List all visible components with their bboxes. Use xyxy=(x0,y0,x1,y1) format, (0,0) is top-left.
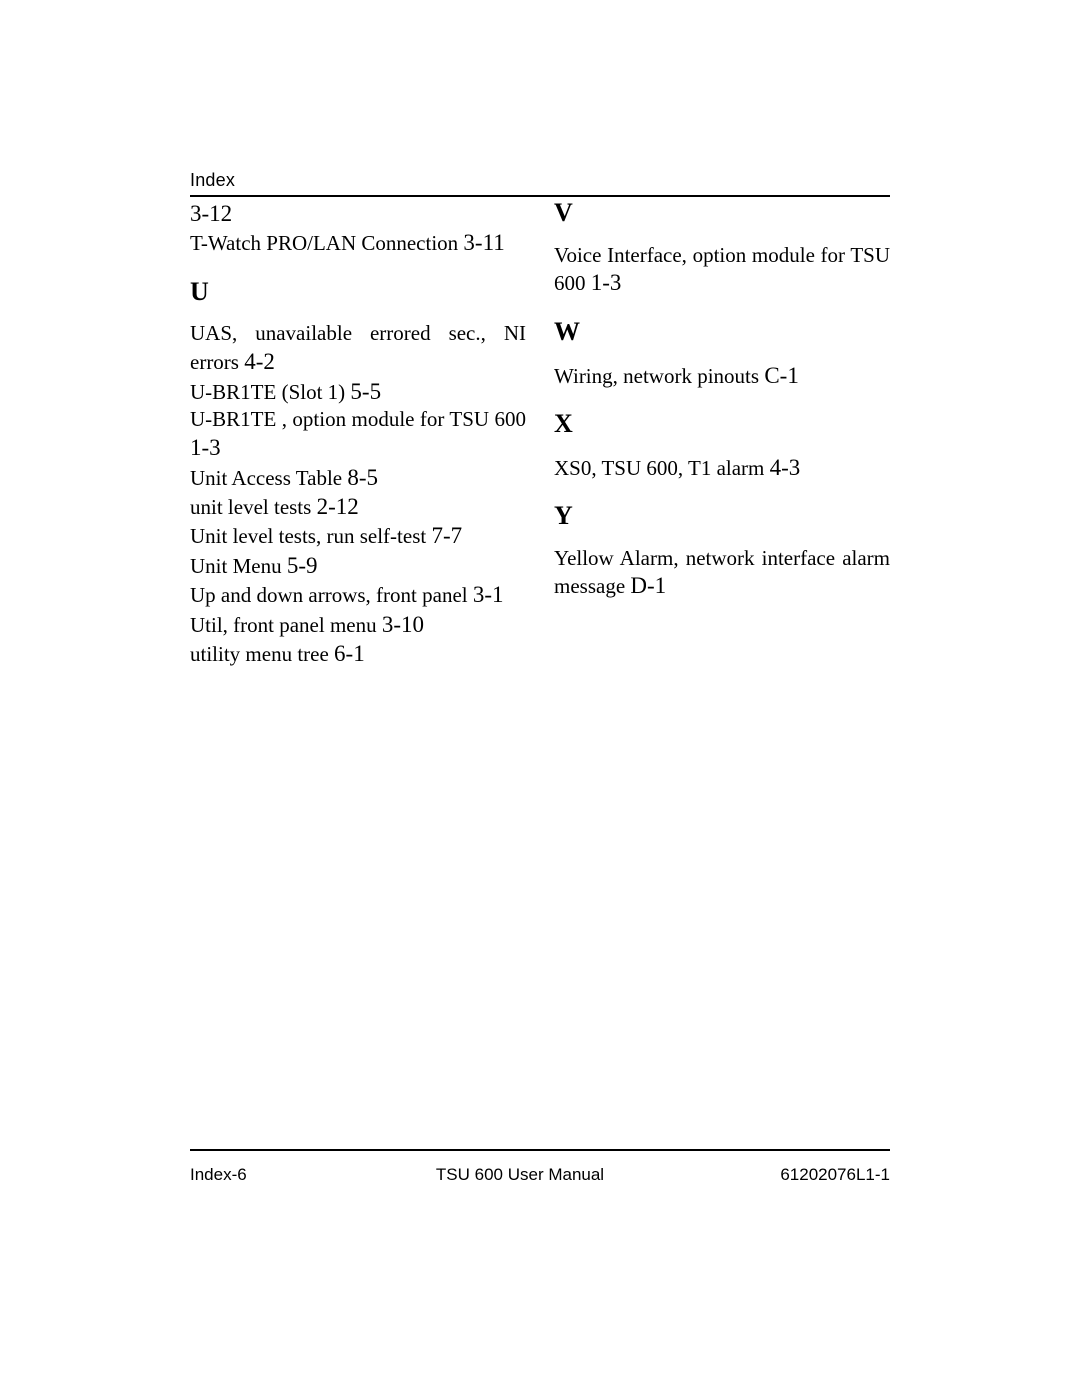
entry-text: Util, front panel menu xyxy=(190,613,382,637)
column-right: V Voice Interface, option module for TSU… xyxy=(554,199,890,669)
entry-ref: 4-3 xyxy=(770,455,801,480)
entry-ref: 1-3 xyxy=(591,270,622,295)
index-entry: XS0, TSU 600, T1 alarm 4-3 xyxy=(554,453,890,482)
index-entry: Up and down arrows, front panel 3-1 xyxy=(190,580,526,609)
index-letter-X: X xyxy=(554,410,890,439)
entry-text: Wiring, network pinouts xyxy=(554,364,764,388)
entry-text: Up and down arrows, front panel xyxy=(190,583,473,607)
index-entry: Unit level tests, run self-test 7-7 xyxy=(190,521,526,550)
index-entry: U-BR1TE , option module for TSU 600 1-3 xyxy=(190,406,526,462)
index-entry: Wiring, network pinouts C-1 xyxy=(554,361,890,390)
page: Index 3-12 T-Watch PRO/LAN Connection 3-… xyxy=(0,0,1080,1397)
entry-ref: 7-7 xyxy=(431,523,462,548)
index-letter-V: V xyxy=(554,199,890,228)
index-entry: unit level tests 2-12 xyxy=(190,492,526,521)
entry-ref: 8-5 xyxy=(347,465,378,490)
index-letter-U: U xyxy=(190,278,526,307)
index-entry: U-BR1TE (Slot 1) 5-5 xyxy=(190,377,526,406)
entry-ref: 3-10 xyxy=(382,612,424,637)
entry-ref: D-1 xyxy=(630,573,666,598)
footer-doc-id: 61202076L1-1 xyxy=(730,1165,890,1185)
entry-text: U-BR1TE (Slot 1) xyxy=(190,380,350,404)
footer-rule xyxy=(190,1149,890,1151)
entry-text: U-BR1TE , option module for TSU 600 xyxy=(190,407,526,431)
entry-text: T-Watch PRO/LAN Connection xyxy=(190,231,463,255)
continuation-ref: 3-12 xyxy=(190,199,526,228)
index-columns: 3-12 T-Watch PRO/LAN Connection 3-11 U U… xyxy=(190,199,890,669)
header: Index xyxy=(190,170,890,197)
entry-text: Unit Menu xyxy=(190,554,287,578)
entry-text: unit level tests xyxy=(190,495,317,519)
entry-ref: C-1 xyxy=(764,363,799,388)
entry-ref: 3-1 xyxy=(473,582,504,607)
index-entry: UAS, unavailable errored sec., NI errors… xyxy=(190,320,526,376)
footer-row: Index-6 TSU 600 User Manual 61202076L1-1 xyxy=(190,1165,890,1185)
index-entry: Yellow Alarm, network interface alarm me… xyxy=(554,545,890,601)
index-entry: utility menu tree 6-1 xyxy=(190,639,526,668)
entry-ref: 5-9 xyxy=(287,553,318,578)
footer: Index-6 TSU 600 User Manual 61202076L1-1 xyxy=(190,1149,890,1185)
entry-text: Yellow Alarm, network interface alarm me… xyxy=(554,546,890,599)
header-rule xyxy=(190,195,890,197)
entry-ref: 4-2 xyxy=(244,349,275,374)
entry-ref: 2-12 xyxy=(317,494,359,519)
running-head: Index xyxy=(190,170,890,195)
index-entry: T-Watch PRO/LAN Connection 3-11 xyxy=(190,228,526,257)
column-left: 3-12 T-Watch PRO/LAN Connection 3-11 U U… xyxy=(190,199,526,669)
footer-doc-title: TSU 600 User Manual xyxy=(310,1165,730,1185)
entry-text: Unit Access Table xyxy=(190,466,347,490)
entry-text: utility menu tree xyxy=(190,642,334,666)
entry-ref: 5-5 xyxy=(350,379,381,404)
entry-ref: 3-11 xyxy=(463,230,504,255)
index-letter-W: W xyxy=(554,318,890,347)
entry-text: UAS, unavailable errored sec., NI errors xyxy=(190,321,526,374)
entry-ref: 1-3 xyxy=(190,435,221,460)
index-entry: Util, front panel menu 3-10 xyxy=(190,610,526,639)
entry-text: XS0, TSU 600, T1 alarm xyxy=(554,456,770,480)
footer-page-number: Index-6 xyxy=(190,1165,310,1185)
entry-text: Unit level tests, run self-test xyxy=(190,524,431,548)
index-entry: Unit Menu 5-9 xyxy=(190,551,526,580)
index-letter-Y: Y xyxy=(554,502,890,531)
index-entry: Unit Access Table 8-5 xyxy=(190,463,526,492)
entry-ref: 6-1 xyxy=(334,641,365,666)
index-entry: Voice Interface, option module for TSU 6… xyxy=(554,242,890,298)
